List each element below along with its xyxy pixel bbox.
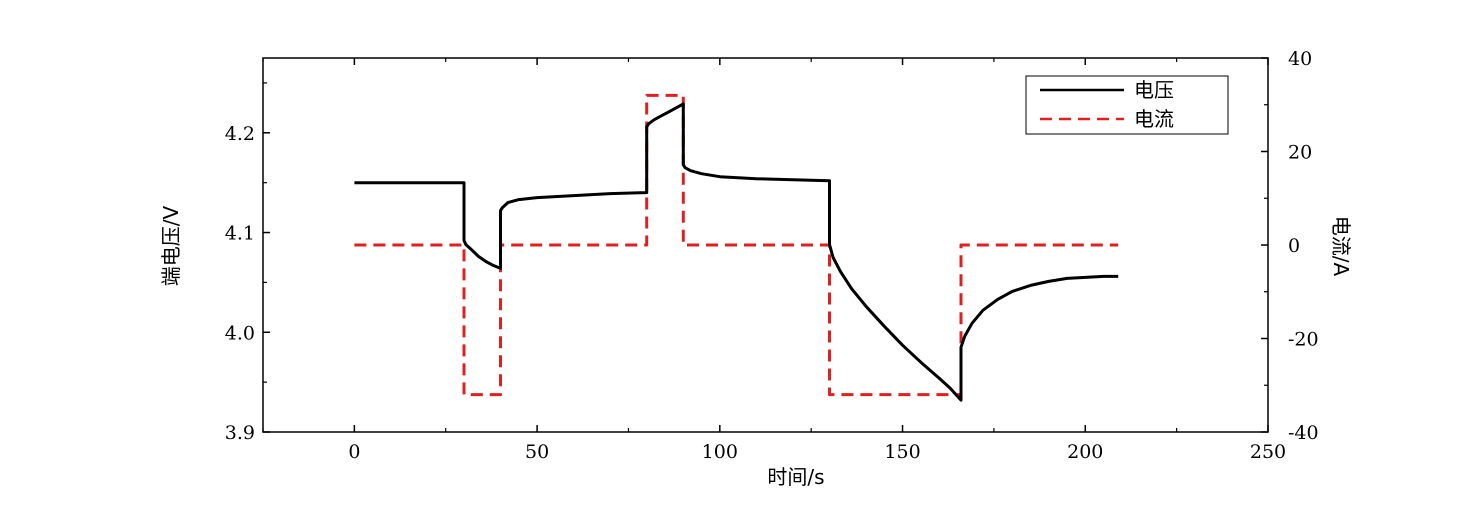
- x-tick-label: 150: [884, 441, 920, 463]
- y-axis-left-title: 端电压/V: [159, 205, 183, 286]
- y-axis-right-title: 电流/A: [1329, 216, 1353, 277]
- legend-label-voltage: 电压: [1134, 78, 1174, 102]
- series-layer: [354, 93, 1119, 402]
- y-left-tick-label: 4.2: [225, 123, 255, 145]
- x-axis: 0 50 100 150 200 250: [262, 58, 1286, 463]
- legend: 电压 电流: [1025, 75, 1229, 135]
- series-current-line: [354, 93, 1119, 397]
- x-tick-label: 100: [702, 441, 738, 463]
- x-tick-label: 250: [1250, 441, 1286, 463]
- y-left-tick-label: 4.0: [225, 322, 255, 344]
- y-right-tick-label: 40: [1288, 48, 1312, 70]
- legend-label-current: 电流: [1134, 107, 1174, 131]
- legend-box: [1025, 75, 1229, 135]
- y-axis-left: 3.9 4.0 4.1 4.2: [225, 82, 270, 444]
- x-axis-title: 时间/s: [767, 465, 824, 489]
- y-axis-right: -40 -20 0 20 40: [1261, 48, 1319, 444]
- x-tick-label: 200: [1067, 441, 1103, 463]
- y-left-tick-label: 3.9: [225, 422, 255, 444]
- y-right-tick-label: -40: [1288, 422, 1319, 444]
- y-right-tick-label: -20: [1288, 329, 1319, 351]
- x-tick-label: 50: [525, 441, 549, 463]
- y-left-tick-label: 4.1: [225, 223, 255, 245]
- x-tick-label: 0: [348, 441, 360, 463]
- series-voltage-line: [354, 102, 1119, 402]
- y-right-tick-label: 0: [1288, 235, 1300, 257]
- y-right-tick-label: 20: [1288, 142, 1312, 164]
